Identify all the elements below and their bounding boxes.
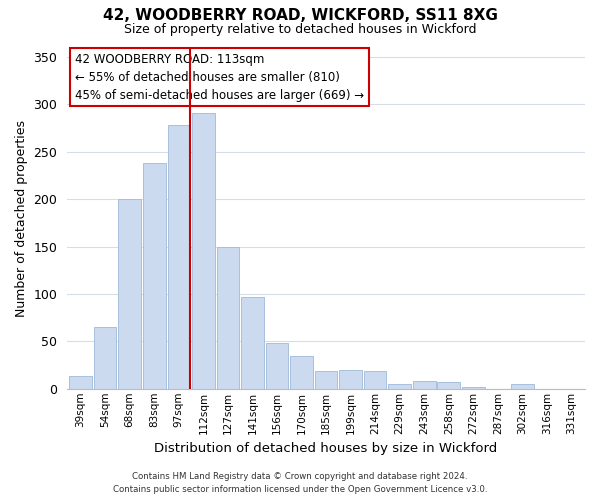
Bar: [143, 163, 166, 389]
Bar: [340, 370, 362, 389]
Bar: [94, 327, 116, 389]
Bar: [511, 384, 534, 389]
Text: Contains HM Land Registry data © Crown copyright and database right 2024.
Contai: Contains HM Land Registry data © Crown c…: [113, 472, 487, 494]
Bar: [315, 371, 337, 389]
Bar: [70, 376, 92, 389]
Bar: [241, 297, 264, 389]
Y-axis label: Number of detached properties: Number of detached properties: [15, 120, 28, 316]
Bar: [364, 371, 386, 389]
Bar: [118, 199, 141, 389]
Text: Size of property relative to detached houses in Wickford: Size of property relative to detached ho…: [124, 22, 476, 36]
Bar: [413, 381, 436, 389]
Bar: [290, 356, 313, 389]
Bar: [192, 113, 215, 389]
Text: 42, WOODBERRY ROAD, WICKFORD, SS11 8XG: 42, WOODBERRY ROAD, WICKFORD, SS11 8XG: [103, 8, 497, 22]
Bar: [388, 384, 411, 389]
Text: 42 WOODBERRY ROAD: 113sqm
← 55% of detached houses are smaller (810)
45% of semi: 42 WOODBERRY ROAD: 113sqm ← 55% of detac…: [75, 52, 364, 102]
Bar: [167, 125, 190, 389]
Bar: [266, 344, 288, 389]
X-axis label: Distribution of detached houses by size in Wickford: Distribution of detached houses by size …: [154, 442, 498, 455]
Bar: [462, 387, 485, 389]
Bar: [217, 246, 239, 389]
Bar: [437, 382, 460, 389]
